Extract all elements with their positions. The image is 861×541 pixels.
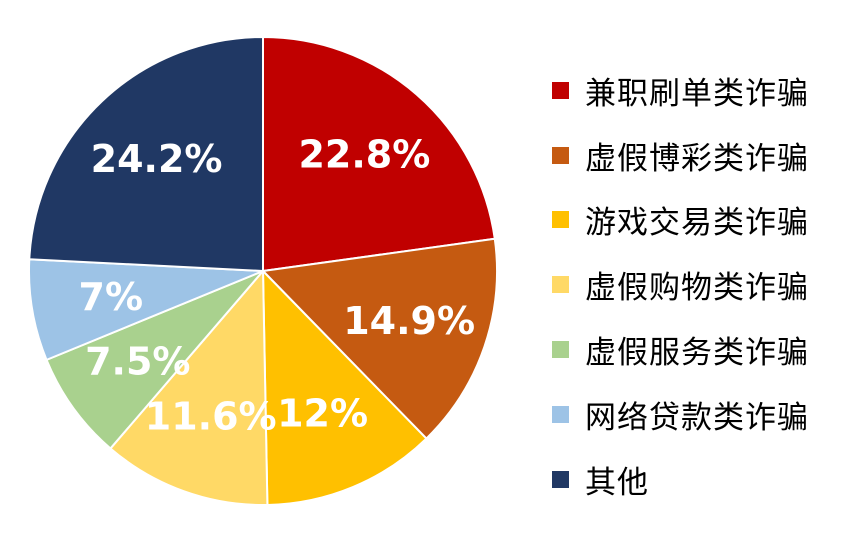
pie-slice [109,268,269,506]
legend-item: 其他 [552,447,852,512]
legend-swatch [552,470,569,488]
legend-swatch [552,405,569,423]
legend-swatch [552,211,569,229]
slice-data-label: 24.2% [91,137,223,181]
legend-label: 虚假博彩类诈骗 [585,140,809,177]
chart-legend: 兼职刷单类诈骗 虚假博彩类诈骗 游戏交易类诈骗 虚假购物类诈骗 虚假服务类诈骗 网络贷款类… [552,58,852,512]
legend-item: 兼职刷单类诈骗 [552,58,852,123]
slice-data-label: 7.5% [85,339,190,383]
slice-data-label: 22.8% [298,133,430,177]
legend-label: 兼职刷单类诈骗 [585,75,809,112]
legend-label: 其他 [585,464,649,501]
legend-swatch [552,146,569,164]
slice-data-label: 11.6% [145,394,277,438]
slice-data-label: 14.9% [343,299,475,343]
slice-data-label: 7% [79,275,144,319]
legend-label: 游戏交易类诈骗 [585,205,809,242]
pie-slice [28,258,264,362]
legend-item: 网络贷款类诈骗 [552,382,852,447]
pie-slice [261,268,428,506]
legend-label: 虚假购物类诈骗 [585,270,809,307]
legend-item: 虚假服务类诈骗 [552,317,852,382]
pie-slice [260,237,498,440]
legend-label: 虚假服务类诈骗 [585,335,809,372]
legend-item: 虚假购物类诈骗 [552,252,852,317]
legend-item: 游戏交易类诈骗 [552,188,852,253]
legend-item: 虚假博彩类诈骗 [552,123,852,188]
legend-swatch [552,341,569,359]
pie-slice [45,270,264,450]
legend-swatch [552,81,569,99]
legend-swatch [552,276,569,294]
slice-data-label: 12% [277,391,368,435]
legend-label: 网络贷款类诈骗 [585,399,809,436]
pie-slice [262,35,496,273]
pie-slice [28,35,264,273]
